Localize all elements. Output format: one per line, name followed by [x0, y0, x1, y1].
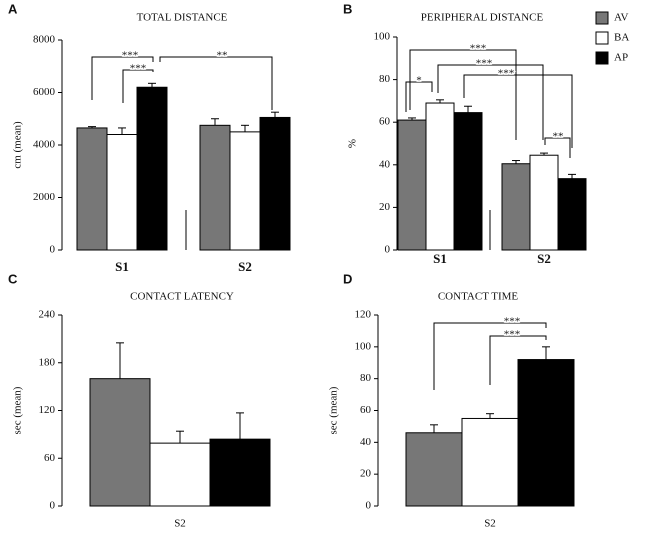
y-tick-label: 0 [50, 500, 56, 512]
significance-label: *** [476, 58, 493, 70]
significance-label: * [416, 75, 422, 87]
legend-label: AV [614, 12, 629, 24]
significance-bracket [433, 322, 547, 390]
legend-label: AP [614, 52, 628, 64]
y-tick-label: 120 [39, 404, 56, 416]
bar [229, 131, 261, 251]
category-label: S2 [537, 251, 551, 266]
y-tick-label: 60 [44, 452, 56, 464]
bar [106, 134, 138, 251]
y-tick-label: 0 [50, 244, 56, 256]
significance-bracket [463, 74, 573, 148]
bar [453, 112, 483, 251]
panel-title: PERIPHERAL DISTANCE [421, 12, 544, 24]
category-label: S2 [238, 259, 252, 274]
panel-title: CONTACT TIME [438, 291, 519, 303]
bar [517, 359, 575, 507]
y-tick-label: 100 [355, 340, 372, 352]
significance-bracket [91, 56, 154, 100]
panel-title: CONTACT LATENCY [130, 291, 234, 303]
bar [425, 102, 455, 251]
y-axis-label: cm (mean) [12, 121, 24, 169]
y-tick-label: 240 [39, 309, 56, 321]
panel-letter: A [8, 1, 18, 16]
significance-label: *** [130, 63, 147, 75]
y-tick-label: 20 [379, 201, 391, 213]
significance-label: ** [553, 131, 564, 143]
y-tick-label: 8000 [33, 34, 56, 46]
bar [149, 442, 211, 507]
y-axis-label: sec (mean) [12, 386, 24, 434]
significance-label: *** [504, 316, 521, 328]
y-tick-label: 0 [385, 244, 391, 256]
bar [209, 438, 271, 507]
y-tick-label: 0 [366, 500, 372, 512]
significance-bracket [409, 49, 517, 140]
bar [461, 417, 519, 507]
y-tick-label: 60 [360, 404, 372, 416]
y-tick-label: 100 [374, 31, 391, 43]
y-axis-label: sec (mean) [328, 386, 340, 434]
significance-label: *** [498, 68, 515, 80]
bar [397, 119, 427, 251]
bar [89, 378, 151, 507]
bar [76, 127, 108, 251]
significance-bracket [122, 69, 154, 103]
significance-label: *** [122, 50, 139, 62]
y-tick-label: 6000 [33, 86, 56, 98]
significance-label: ** [217, 50, 228, 62]
significance-bracket [489, 335, 547, 385]
bar [529, 154, 559, 251]
panel-letter: D [343, 271, 352, 286]
category-label: S1 [433, 251, 447, 266]
bar [557, 178, 587, 251]
significance-bracket [544, 137, 571, 158]
category-label: S1 [115, 259, 129, 274]
y-tick-label: 40 [379, 158, 391, 170]
panel-title: TOTAL DISTANCE [137, 12, 228, 24]
y-tick-label: 2000 [33, 191, 56, 203]
y-tick-label: 40 [360, 436, 372, 448]
significance-label: *** [470, 43, 487, 55]
bar [199, 124, 231, 251]
y-tick-label: 20 [360, 468, 372, 480]
y-tick-label: 60 [379, 116, 391, 128]
significance-bracket [405, 81, 433, 112]
legend-swatch [595, 51, 609, 65]
panel-letter: C [8, 271, 18, 286]
bar [405, 432, 463, 507]
y-tick-label: 4000 [33, 139, 56, 151]
category-label: S2 [484, 518, 496, 530]
y-tick-label: 120 [355, 309, 372, 321]
bar [501, 163, 531, 251]
significance-label: *** [504, 329, 521, 341]
legend-swatch [595, 11, 609, 25]
y-tick-label: 80 [379, 73, 391, 85]
y-tick-label: 180 [39, 356, 56, 368]
legend-label: BA [614, 32, 629, 44]
significance-bracket [437, 64, 544, 140]
legend-swatch [595, 31, 609, 45]
y-axis-label: % [347, 139, 359, 148]
category-label: S2 [174, 518, 186, 530]
bar [259, 116, 291, 251]
bar [136, 86, 168, 251]
significance-bracket [159, 56, 273, 110]
panel-letter: B [343, 1, 352, 16]
y-tick-label: 80 [360, 372, 372, 384]
